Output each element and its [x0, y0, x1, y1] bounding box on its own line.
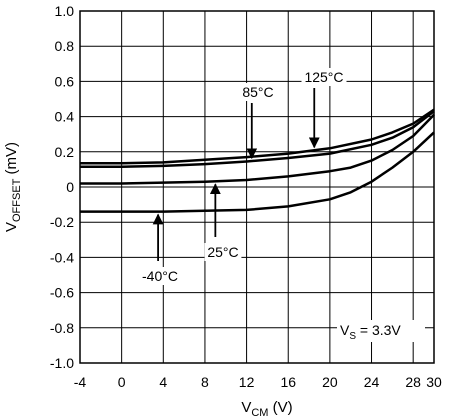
y-axis-label-sub: OFFSET [11, 178, 23, 222]
x-axis-label-main: V [241, 399, 251, 416]
annotation-label: 25°C [207, 244, 238, 260]
y-tick-label: 0.2 [55, 144, 75, 160]
series-line-125c [80, 108, 435, 165]
annotation-label: 125°C [304, 69, 343, 85]
x-tick-label: 16 [280, 374, 296, 390]
condition-label-background [337, 320, 425, 342]
y-axis-label-main: V [3, 222, 20, 232]
x-axis-label-unit: (V) [268, 399, 292, 416]
annotation-layer: 125°C 85°C 25°C -40°C [137, 68, 347, 285]
x-tick-label: 12 [239, 374, 255, 390]
series-line--40c [80, 131, 435, 213]
y-axis-label-unit: (mV) [3, 142, 20, 179]
plot-frame [79, 10, 435, 364]
series-line-85c [80, 110, 435, 169]
supply-voltage-prefix: V [340, 322, 350, 338]
annotation-label-background [137, 267, 183, 285]
y-tick-labels: 1.0 0.8 0.6 0.4 0.2 0 -0.2 -0.4 -0.6 -0.8 -1.0 [50, 3, 74, 371]
grid-lines [79, 10, 435, 364]
x-tick-label: 8 [201, 374, 209, 390]
y-tick-label: 0.6 [55, 73, 75, 89]
annotation-label-background [239, 83, 277, 101]
y-tick-label: 0.4 [55, 109, 75, 125]
y-tick-label: 0 [66, 179, 74, 195]
supply-voltage-sub: S [349, 331, 356, 342]
x-tick-label: 30 [426, 374, 442, 390]
x-tick-label: -4 [74, 374, 87, 390]
annotation-label: 85°C [242, 84, 273, 100]
x-tick-label: 0 [118, 374, 126, 390]
annotation-label-background [204, 243, 242, 261]
x-tick-label: 28 [405, 374, 421, 390]
supply-voltage-suffix: = 3.3V [356, 322, 401, 338]
x-tick-label: 24 [364, 374, 380, 390]
series-line-25c [80, 113, 435, 185]
x-axis-label: VCM (V) [241, 399, 292, 419]
x-axis-label-sub: CM [251, 407, 268, 419]
annotation-label: -40°C [142, 268, 178, 284]
y-tick-label: -0.4 [50, 249, 74, 265]
y-tick-label: -0.8 [50, 320, 74, 336]
annotation-label-background [301, 68, 347, 86]
y-axis-label: VOFFSET (mV) [3, 142, 23, 232]
y-tick-label: 1.0 [55, 3, 75, 19]
x-tick-label: 20 [322, 374, 338, 390]
x-tick-labels: -4 0 4 8 12 16 20 24 28 30 [74, 374, 442, 390]
x-tick-label: 4 [159, 374, 167, 390]
supply-voltage-label: VS = 3.3V [340, 322, 401, 342]
y-tick-label: -1.0 [50, 355, 74, 371]
y-tick-label: 0.8 [55, 38, 75, 54]
y-tick-label: -0.6 [50, 285, 74, 301]
y-tick-label: -0.2 [50, 214, 74, 230]
series-layer [80, 108, 435, 213]
